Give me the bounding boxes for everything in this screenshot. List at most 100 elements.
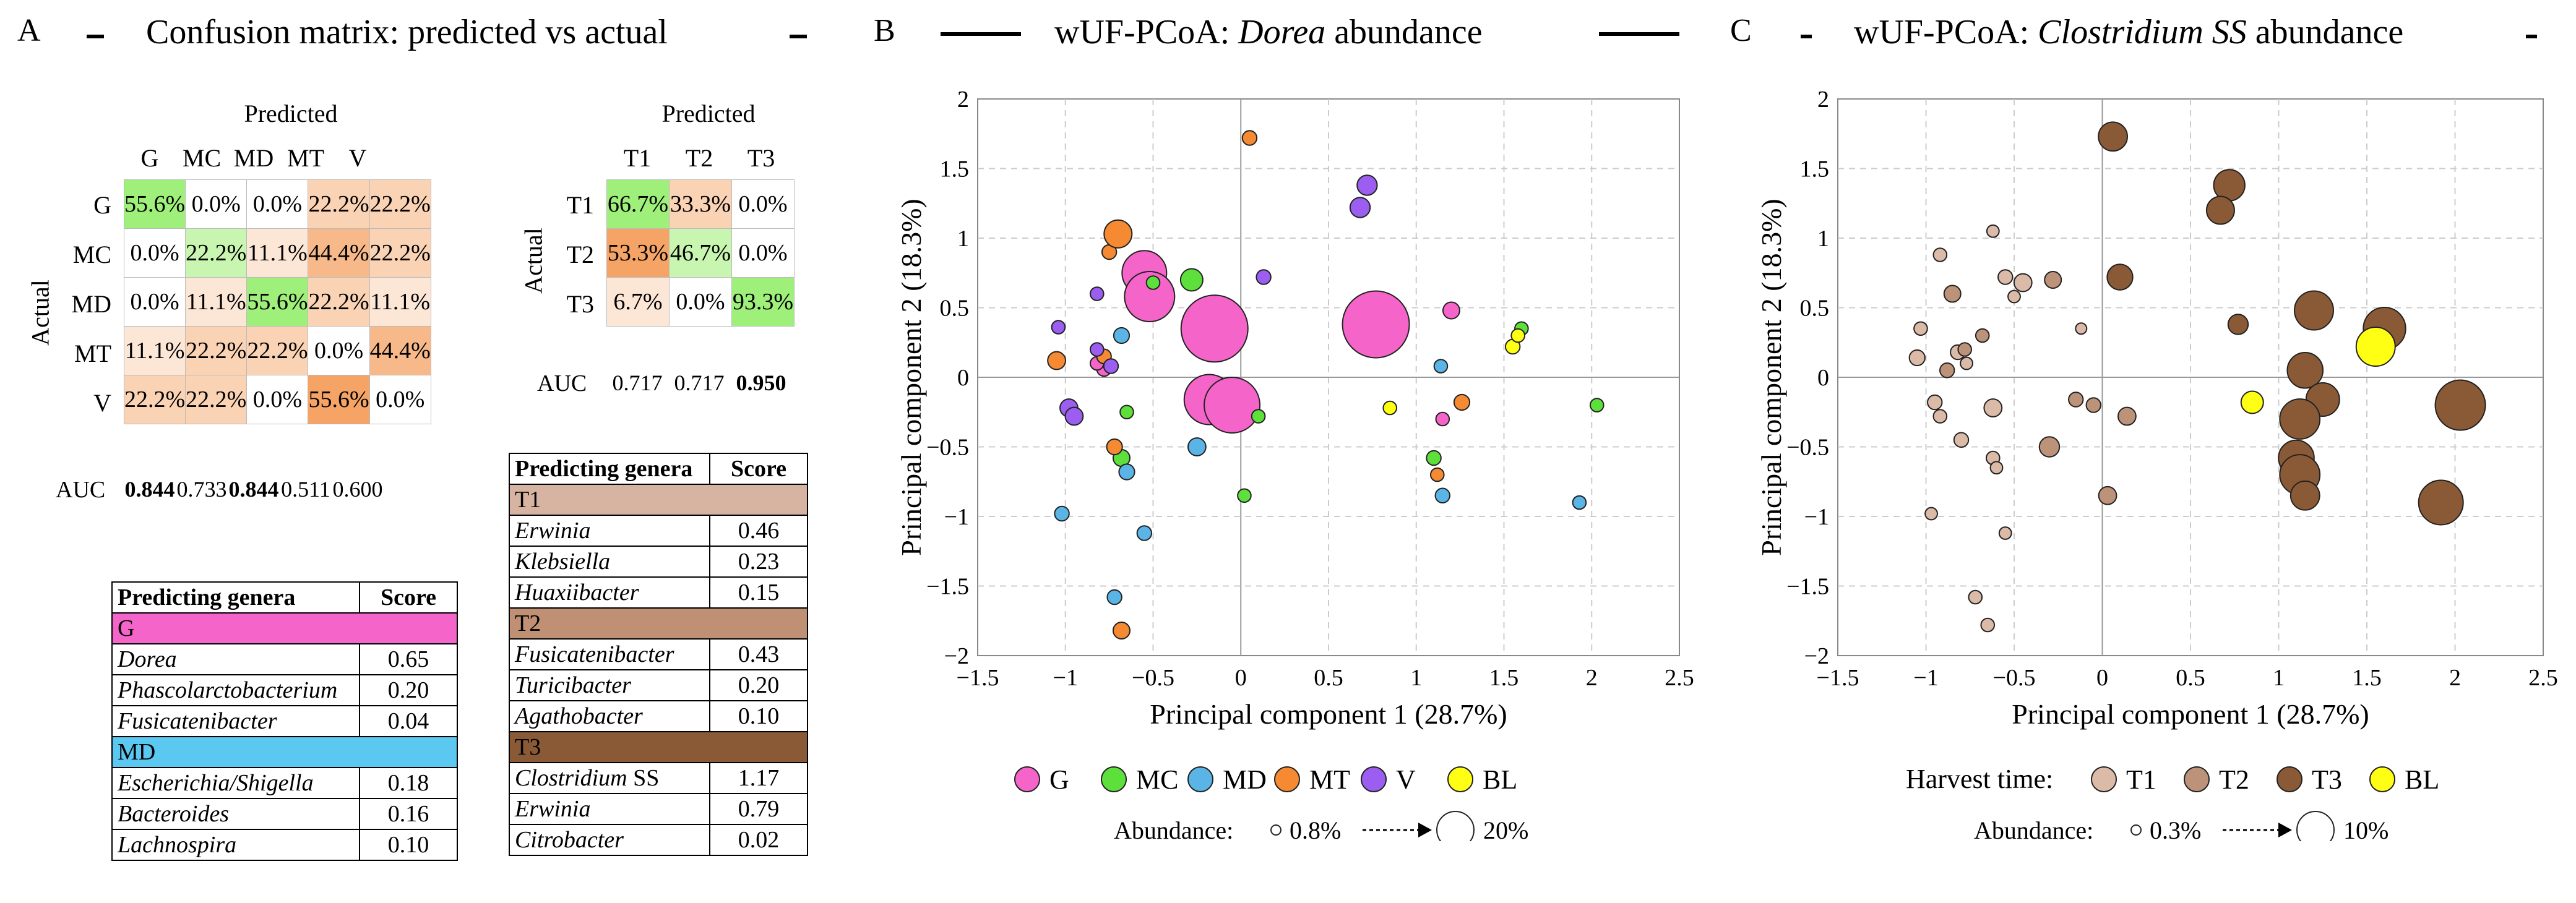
- y-tick-label: −0.5: [1786, 435, 1829, 461]
- data-point: [1953, 432, 1970, 448]
- group-row: T2: [509, 607, 808, 640]
- x-tick-label: −1: [1913, 665, 1938, 691]
- confusion-matrix-2: 66.7% 33.3% 0.0% 53.3% 46.7% 0.0% 6.7% 0.0% 93.3…: [606, 179, 795, 327]
- data-point: [1997, 269, 2014, 285]
- y-tick-label: 1: [1817, 226, 1829, 252]
- cm1-actual-label: Actual: [26, 280, 54, 346]
- x-tick-label: 0.5: [1314, 665, 1343, 691]
- data-point: [1047, 351, 1066, 370]
- cm-cell: 22.2%: [185, 228, 248, 278]
- title-dash-left: [87, 35, 104, 38]
- cm-cell: 22.2%: [369, 228, 431, 278]
- genus-score: 0.20: [709, 669, 808, 701]
- data-point: [1433, 359, 1449, 374]
- data-point: [2355, 327, 2396, 367]
- legend-label: MD: [1223, 764, 1267, 795]
- panel-b-title: wUF-PCoA: Dorea abundance: [1054, 13, 1483, 51]
- table-row: Clostridium SS 1.17: [509, 762, 808, 794]
- y-axis-label: Principal component 2 (18.3%): [895, 199, 927, 555]
- legend-label: BL: [1483, 764, 1517, 795]
- data-point: [1434, 487, 1450, 503]
- abundance-arrowhead: [2278, 823, 2292, 837]
- genus-name: Klebsiella: [509, 546, 710, 578]
- data-point: [2098, 486, 2117, 505]
- auc-value: 0.717: [612, 370, 663, 395]
- y-axis-label: Principal component 2 (18.3%): [1755, 199, 1787, 555]
- data-point: [2038, 436, 2061, 458]
- genus-name: Bacteroides: [111, 798, 360, 830]
- data-point: [1124, 271, 1176, 322]
- cm-cell: 22.2%: [308, 179, 370, 229]
- genus-score: 0.79: [709, 793, 808, 825]
- data-point: [1106, 438, 1123, 456]
- data-point: [1510, 328, 1525, 343]
- data-point: [1924, 507, 1938, 521]
- cm-cell: 22.2%: [246, 326, 309, 375]
- group-label: T1: [509, 484, 808, 516]
- data-point: [1179, 268, 1204, 292]
- genera-table-1: Predicting genera Score G Dorea 0.65 Phascola…: [111, 581, 458, 861]
- group-label: MD: [111, 736, 458, 768]
- data-point: [2085, 397, 2101, 413]
- legend-marker: [1274, 766, 1300, 792]
- abundance-min-marker: [1270, 824, 1282, 836]
- genus-name: Turicibacter: [509, 669, 710, 701]
- data-point: [1932, 409, 1948, 424]
- scatter-plot-dorea: −1.5 −1 −0.5 0 0.5 1 1.5 2 2.5 2 1.5 1 0.5 0 −0.5 −1 −1.…: [895, 87, 1694, 841]
- legend-label: T3: [2312, 764, 2342, 795]
- table-row: Fusicatenibacter 0.43: [509, 638, 808, 670]
- data-point: [1119, 404, 1134, 420]
- table-header: Score: [709, 453, 808, 485]
- legend-label: V: [1396, 764, 1416, 795]
- cm-cell: 0.0%: [731, 179, 795, 229]
- cm-cell: 55.6%: [308, 375, 370, 424]
- data-point: [1112, 622, 1131, 640]
- x-tick-label: 2: [1586, 665, 1598, 691]
- data-point: [2013, 273, 2033, 293]
- table-row: Turicibacter 0.20: [509, 669, 808, 701]
- x-tick-label: 0.5: [2176, 665, 2205, 691]
- data-point: [1251, 409, 1266, 424]
- panel-a-letter: A: [17, 13, 41, 48]
- table-row: Erwinia 0.79: [509, 793, 808, 825]
- cm2-auc-label: AUC: [537, 370, 587, 396]
- genus-score: 0.04: [359, 705, 458, 737]
- x-tick-label: 2.5: [1665, 665, 1694, 691]
- panel-c-title: wUF-PCoA: Clostridium SS abundance: [1854, 13, 2404, 51]
- x-tick-label: 1: [1410, 665, 1422, 691]
- table-header: Score: [359, 581, 458, 614]
- legend-marker: [1187, 766, 1213, 792]
- legend-title: Harvest time:: [1906, 764, 2053, 794]
- data-point: [2434, 379, 2486, 431]
- auc-value: 0.950: [736, 370, 786, 395]
- abundance-max-marker: [2296, 811, 2335, 841]
- table-row: Escherichia/Shigella 0.18: [111, 767, 458, 799]
- x-tick-label: −1: [1053, 665, 1078, 691]
- x-tick-label: 1.5: [1489, 665, 1519, 691]
- genus-score: 0.18: [359, 767, 458, 799]
- data-point: [1241, 130, 1258, 146]
- data-point: [2106, 263, 2134, 291]
- table-row: Fusicatenibacter 0.04: [111, 705, 458, 737]
- data-point: [1908, 349, 1926, 367]
- legend-marker: [1361, 766, 1387, 792]
- data-point: [1103, 358, 1119, 374]
- genus-name: Erwinia: [509, 793, 710, 825]
- genus-name: Citrobacter: [509, 824, 710, 856]
- y-tick-label: −1: [944, 504, 969, 530]
- y-tick-label: −2: [944, 643, 969, 669]
- table-row: Phascolarctobacterium 0.20: [111, 674, 458, 706]
- data-point: [2227, 314, 2249, 335]
- data-point: [1932, 247, 1948, 262]
- data-point: [2205, 195, 2235, 225]
- y-tick-label: 2: [957, 87, 969, 113]
- cm1-auc-label: AUC: [56, 477, 106, 503]
- cm-cell: 11.1%: [369, 277, 431, 327]
- title-dash-right: [2526, 35, 2537, 38]
- cm-cell: 0.0%: [123, 228, 186, 278]
- genus-name: Fusicatenibacter: [509, 638, 710, 670]
- data-point: [2044, 271, 2062, 289]
- cm-row-label: MT: [74, 340, 111, 367]
- cm-row-label: MD: [71, 290, 111, 318]
- cm-cell: 0.0%: [123, 277, 186, 327]
